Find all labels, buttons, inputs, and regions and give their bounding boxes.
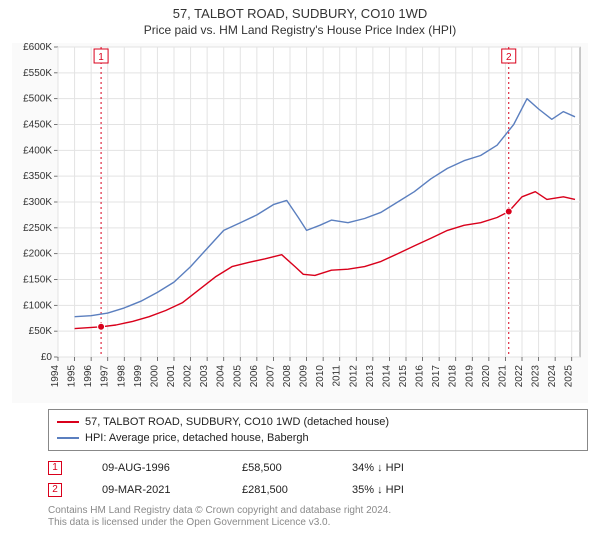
line-chart-svg: £0 £50K £100K £150K £200K £250K £300K £350K £400…	[12, 43, 588, 403]
svg-text:2002: 2002	[183, 365, 194, 388]
legend-swatch-red	[57, 421, 79, 423]
svg-text:£300K: £300K	[23, 197, 52, 208]
footnote-line: This data is licensed under the Open Gov…	[48, 517, 588, 529]
footnote-line: Contains HM Land Registry data © Crown c…	[48, 505, 588, 517]
svg-text:2020: 2020	[481, 365, 492, 388]
svg-text:2004: 2004	[216, 365, 227, 388]
transaction-marker-icon: 1	[48, 461, 62, 475]
chart-title-address: 57, TALBOT ROAD, SUDBURY, CO10 1WD	[12, 6, 588, 21]
svg-text:1999: 1999	[133, 365, 144, 388]
svg-text:2008: 2008	[282, 365, 293, 388]
svg-text:2001: 2001	[166, 365, 177, 388]
chart-container: 57, TALBOT ROAD, SUDBURY, CO10 1WD Price…	[0, 0, 600, 560]
svg-text:2010: 2010	[315, 365, 326, 388]
svg-text:2: 2	[506, 52, 512, 63]
svg-text:£500K: £500K	[23, 94, 52, 105]
legend-item-price-paid: 57, TALBOT ROAD, SUDBURY, CO10 1WD (deta…	[57, 414, 579, 430]
svg-text:2014: 2014	[381, 365, 392, 388]
svg-text:£450K: £450K	[23, 120, 52, 131]
transaction-row: 1 09-AUG-1996 £58,500 34% ↓ HPI	[48, 457, 588, 479]
footnote: Contains HM Land Registry data © Crown c…	[48, 505, 588, 529]
svg-text:2018: 2018	[448, 365, 459, 388]
svg-text:£350K: £350K	[23, 171, 52, 182]
svg-text:2013: 2013	[365, 365, 376, 388]
svg-text:2015: 2015	[398, 365, 409, 388]
transaction-date: 09-MAR-2021	[102, 479, 202, 501]
svg-text:2017: 2017	[431, 365, 442, 388]
svg-text:£400K: £400K	[23, 145, 52, 156]
legend-label: HPI: Average price, detached house, Babe…	[85, 430, 309, 446]
transaction-marker-icon: 2	[48, 483, 62, 497]
svg-text:£200K: £200K	[23, 249, 52, 260]
svg-text:2024: 2024	[547, 365, 558, 388]
legend-label: 57, TALBOT ROAD, SUDBURY, CO10 1WD (deta…	[85, 414, 389, 430]
svg-text:2005: 2005	[232, 365, 243, 388]
svg-text:1997: 1997	[100, 365, 111, 388]
svg-text:2006: 2006	[249, 365, 260, 388]
transaction-date: 09-AUG-1996	[102, 457, 202, 479]
transaction-delta: 35% ↓ HPI	[352, 479, 452, 501]
svg-text:2019: 2019	[464, 365, 475, 388]
transactions-table: 1 09-AUG-1996 £58,500 34% ↓ HPI 2 09-MAR…	[48, 457, 588, 501]
svg-text:2007: 2007	[265, 365, 276, 388]
transaction-delta: 34% ↓ HPI	[352, 457, 452, 479]
svg-text:2022: 2022	[514, 365, 525, 388]
svg-text:£50K: £50K	[29, 326, 53, 337]
svg-text:2025: 2025	[564, 365, 575, 388]
svg-text:2021: 2021	[497, 365, 508, 388]
svg-text:2012: 2012	[348, 365, 359, 388]
svg-text:2011: 2011	[332, 365, 343, 387]
transaction-price: £281,500	[242, 479, 312, 501]
svg-text:£250K: £250K	[23, 223, 52, 234]
svg-text:£150K: £150K	[23, 275, 52, 286]
svg-text:1996: 1996	[83, 365, 94, 388]
legend-swatch-blue	[57, 437, 79, 439]
svg-text:£100K: £100K	[23, 300, 52, 311]
svg-text:1: 1	[98, 52, 104, 63]
transaction-row: 2 09-MAR-2021 £281,500 35% ↓ HPI	[48, 479, 588, 501]
transaction-price: £58,500	[242, 457, 312, 479]
svg-text:£550K: £550K	[23, 68, 52, 79]
chart-subtitle: Price paid vs. HM Land Registry's House …	[12, 23, 588, 37]
svg-text:1994: 1994	[50, 365, 61, 388]
svg-text:2023: 2023	[531, 365, 542, 388]
svg-text:2009: 2009	[299, 365, 310, 388]
svg-text:1995: 1995	[67, 365, 78, 388]
legend-box: 57, TALBOT ROAD, SUDBURY, CO10 1WD (deta…	[48, 409, 588, 451]
legend-item-hpi: HPI: Average price, detached house, Babe…	[57, 430, 579, 446]
svg-text:£0: £0	[41, 352, 53, 363]
svg-text:2016: 2016	[415, 365, 426, 388]
svg-text:1998: 1998	[116, 365, 127, 388]
chart-area: £0 £50K £100K £150K £200K £250K £300K £350K £400…	[12, 43, 588, 403]
svg-text:2003: 2003	[199, 365, 210, 388]
svg-text:2000: 2000	[149, 365, 160, 388]
svg-text:£600K: £600K	[23, 43, 52, 53]
